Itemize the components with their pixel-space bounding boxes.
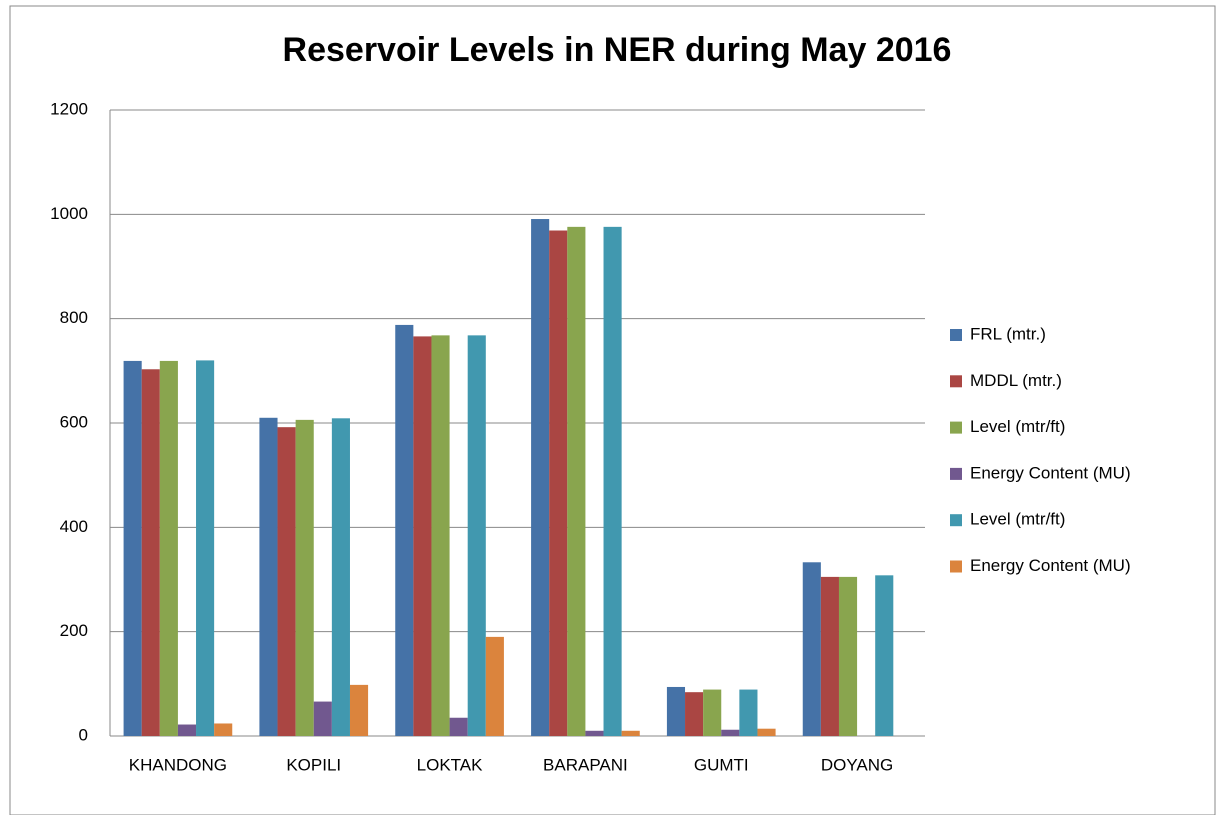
bar	[838, 576, 858, 736]
x-tick-label: BARAPANI	[543, 755, 628, 774]
x-tick-label: LOKTAK	[417, 755, 483, 774]
bar	[621, 730, 640, 736]
bar	[485, 636, 504, 736]
chart-title: Reservoir Levels in NER during May 2016	[283, 31, 952, 69]
bar	[159, 360, 178, 736]
bar	[721, 729, 740, 736]
y-tick-label: 1200	[50, 99, 88, 118]
bar	[802, 562, 821, 736]
y-tick-label: 400	[60, 517, 88, 536]
y-tick-label: 1000	[50, 204, 88, 223]
bar	[603, 226, 622, 736]
bar	[449, 717, 468, 736]
bar	[875, 575, 894, 736]
x-tick-label: GUMTI	[694, 755, 749, 774]
x-tick-label: KOPILI	[286, 755, 341, 774]
bar	[177, 724, 197, 736]
legend-swatch	[950, 329, 962, 341]
x-tick-label: KHANDONG	[129, 755, 227, 774]
bar	[431, 335, 450, 736]
bar	[467, 335, 486, 736]
bar	[820, 576, 839, 736]
legend-swatch	[950, 560, 962, 573]
legend-swatch	[950, 421, 962, 434]
legend-label: Level (mtr/ft)	[970, 417, 1065, 436]
y-tick-label: 0	[79, 725, 88, 744]
legend-swatch	[950, 467, 962, 480]
bar	[141, 369, 160, 736]
bar	[349, 684, 369, 736]
y-tick-label: 600	[60, 412, 88, 431]
bar	[685, 692, 704, 736]
bar	[585, 730, 604, 736]
bar	[259, 417, 278, 736]
bar	[757, 728, 776, 736]
bar	[549, 230, 568, 736]
y-tick-label: 800	[60, 308, 88, 327]
bar	[413, 336, 432, 736]
bar	[395, 324, 414, 736]
legend-swatch	[950, 514, 962, 527]
legend-swatch	[950, 375, 962, 388]
bar	[295, 419, 314, 736]
bar	[331, 418, 350, 736]
y-tick-label: 200	[60, 621, 88, 640]
x-tick-label: DOYANG	[821, 755, 893, 774]
chart-frame	[9, 5, 1216, 815]
bar	[703, 689, 722, 736]
legend-label: Energy Content (MU)	[970, 556, 1131, 575]
bar	[196, 360, 215, 736]
legend-label: FRL (mtr.)	[970, 324, 1046, 343]
bar	[277, 427, 296, 736]
bar	[739, 689, 758, 736]
bar	[214, 723, 233, 736]
bar	[531, 219, 550, 737]
bar	[313, 701, 332, 736]
bar	[123, 360, 142, 736]
legend-label: MDDL (mtr.)	[970, 371, 1062, 390]
bar	[567, 226, 586, 736]
bar	[666, 686, 686, 736]
legend-label: Level (mtr/ft)	[970, 510, 1065, 529]
legend-label: Energy Content (MU)	[970, 463, 1131, 482]
